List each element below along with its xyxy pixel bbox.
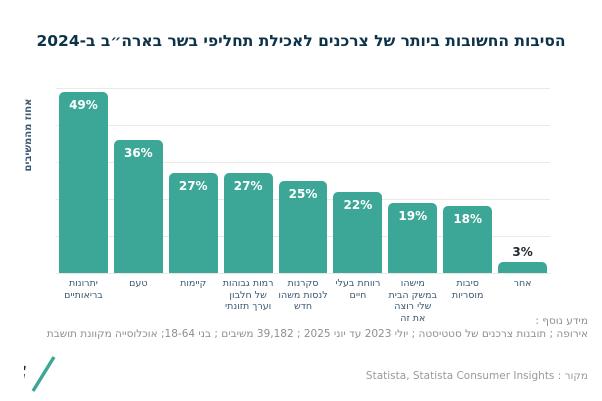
bar-value-label: 25% bbox=[288, 186, 318, 201]
bar: 27% bbox=[223, 173, 273, 273]
bar-value-label: 36% bbox=[123, 145, 153, 160]
bar-value-label: 22% bbox=[343, 197, 373, 212]
bars-container: 49% 36% 27% 27% 25% 22% 19% 18% 3% bbox=[56, 88, 550, 273]
category-label: רווחת בעלי חיים bbox=[335, 278, 381, 301]
bar-slot: 3% bbox=[495, 88, 550, 273]
bar-value-label: 49% bbox=[69, 97, 98, 112]
bar-chart-plot-area: 49% 36% 27% 27% 25% 22% 19% 18% 3% bbox=[56, 87, 550, 274]
gridline-0 bbox=[56, 272, 550, 274]
bar-slot: 19% bbox=[385, 88, 440, 273]
brand-logo: G bbox=[4, 355, 62, 393]
g-slash-logo-icon: G bbox=[4, 356, 56, 392]
bar-value-label: 3% bbox=[512, 244, 533, 259]
footer-notes: מידע נוסף : אירופה ; תובנות צרכנים של סט… bbox=[47, 315, 588, 341]
survey-details: אירופה ; תובנות צרכנים של סטטיסטה ; יולי… bbox=[46, 328, 588, 340]
bar: 22% bbox=[333, 191, 383, 273]
bar-slot: 49% bbox=[56, 88, 111, 273]
svg-text:G: G bbox=[24, 359, 27, 392]
bar-slot: 27% bbox=[166, 88, 221, 273]
bar: 19% bbox=[388, 202, 438, 273]
bar-slot: 18% bbox=[440, 88, 495, 273]
bar: 25% bbox=[278, 180, 328, 273]
bar-slot: 27% bbox=[221, 88, 276, 273]
bar: 18% bbox=[443, 206, 493, 273]
bar-slot: 25% bbox=[276, 88, 331, 273]
gridline-50 bbox=[56, 87, 550, 89]
bar: 27% bbox=[168, 173, 218, 273]
more-info-label: מידע נוסף : bbox=[535, 315, 588, 327]
gridline-30 bbox=[56, 161, 550, 163]
bar-slot: 22% bbox=[330, 88, 385, 273]
source-credit: מקור : Statista, Statista Consumer Insig… bbox=[365, 370, 588, 382]
y-axis-label: אחוז מהמשיבים bbox=[23, 98, 34, 172]
category-label: טעם bbox=[129, 278, 148, 289]
category-axis-labels: יתרונות בריאותיים טעם קיימות רמות גבוהות של… bbox=[56, 278, 550, 324]
category-label: קיימות bbox=[180, 278, 207, 289]
bar: 49% bbox=[59, 91, 108, 273]
category-label: יתרונות בריאותיים bbox=[64, 278, 103, 301]
chart-title: הסיבות החשובות ביותר של צרכנים לאכילת תח… bbox=[36, 32, 566, 50]
bar: 36% bbox=[113, 139, 163, 273]
gridline-40 bbox=[56, 124, 550, 126]
category-label: רמות גבוהות של חלבון וערך תזונתי bbox=[222, 278, 274, 312]
bar-value-label: 27% bbox=[178, 179, 208, 194]
bar-value-label: 18% bbox=[453, 212, 483, 227]
category-label: מישהו במשק הבית שלי רוצה את זה bbox=[388, 278, 438, 324]
category-label: סיבות מוסריות bbox=[451, 278, 484, 301]
bar-slot: 36% bbox=[111, 88, 166, 273]
bar-value-label: 19% bbox=[398, 208, 428, 223]
bar-value-label: 27% bbox=[233, 179, 263, 194]
category-label: אחר bbox=[513, 278, 532, 289]
bar bbox=[498, 261, 548, 273]
category-label: סקרנות לנסות משהו חדש bbox=[278, 278, 328, 312]
